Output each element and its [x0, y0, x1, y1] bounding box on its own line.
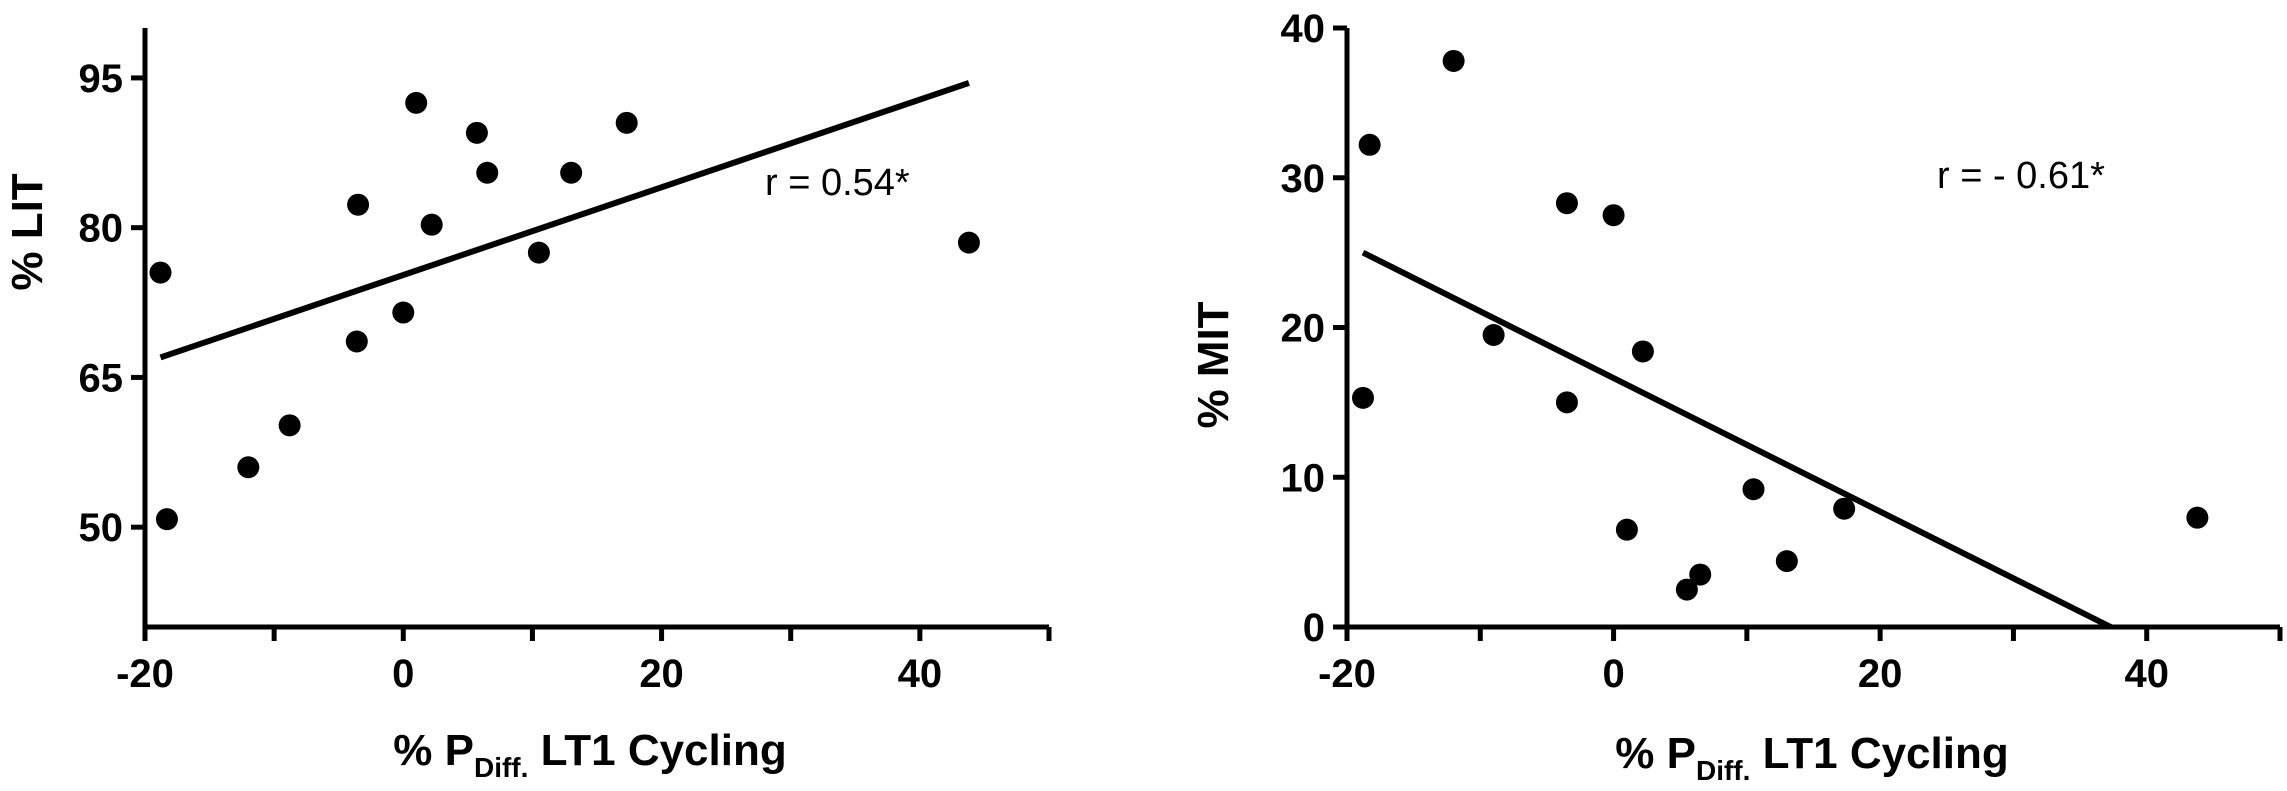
regression-line — [1361, 249, 2113, 630]
correlation-annotation: r = 0.54* — [765, 162, 910, 204]
data-point — [347, 193, 370, 216]
x-tick-label: 40 — [898, 652, 943, 696]
x-tick-label: 20 — [1858, 652, 1903, 696]
data-point — [957, 231, 980, 254]
data-point — [1358, 133, 1381, 156]
y-axis-title: % LIT — [3, 173, 52, 290]
x-axis-title: % PDiff. LT1 Cycling — [1615, 729, 2008, 786]
y-tick-label: 65 — [79, 356, 124, 400]
data-point — [405, 91, 428, 114]
x-tick-label: -20 — [1318, 652, 1376, 696]
data-point — [1689, 563, 1712, 586]
data-point — [237, 456, 260, 479]
data-point — [1742, 478, 1765, 501]
y-tick-label: 20 — [1281, 307, 1326, 351]
data-point — [1631, 340, 1654, 363]
data-point — [392, 301, 415, 324]
y-tick-label: 0 — [1303, 606, 1325, 650]
data-point — [1833, 497, 1856, 520]
panel-lit: -20 0 20 40 50 65 80 95 r = 0.54* % PDiff. LT1 Cy… — [3, 28, 1052, 783]
x-tick-label: 0 — [392, 652, 414, 696]
data-point — [278, 414, 301, 437]
y-tick-label: 40 — [1281, 7, 1326, 51]
y-tick-label: 50 — [79, 506, 124, 550]
data-point — [476, 161, 499, 184]
y-tick-label: 10 — [1281, 456, 1326, 500]
data-point — [1555, 391, 1578, 414]
data-point — [345, 330, 368, 353]
x-tick-label: 40 — [2124, 652, 2169, 696]
y-tick-label: 95 — [79, 57, 124, 101]
data-point — [1555, 192, 1578, 215]
regression-line — [159, 80, 970, 361]
data-point — [1615, 518, 1638, 541]
data-point — [1775, 550, 1798, 573]
x-tick-label: -20 — [116, 652, 174, 696]
data-point — [1351, 386, 1374, 409]
data-point — [527, 241, 550, 264]
data-point — [1602, 204, 1625, 227]
y-tick-label: 30 — [1281, 157, 1326, 201]
y-axis-title: % MIT — [1189, 301, 1238, 428]
correlation-annotation: r = - 0.61* — [1937, 155, 2105, 197]
data-point — [615, 111, 638, 134]
x-axis-title: % PDiff. LT1 Cycling — [393, 726, 786, 783]
x-tick-label: 0 — [1602, 652, 1624, 696]
data-point — [155, 508, 178, 531]
data-point — [1675, 578, 1698, 601]
data-point — [420, 213, 443, 236]
y-tick-label: 80 — [79, 207, 124, 251]
data-point — [1442, 49, 1465, 72]
data-point — [560, 161, 583, 184]
data-point — [2186, 506, 2209, 529]
data-point — [1482, 323, 1505, 346]
x-tick-label: 20 — [639, 652, 684, 696]
data-point — [465, 121, 488, 144]
data-point — [149, 261, 172, 284]
